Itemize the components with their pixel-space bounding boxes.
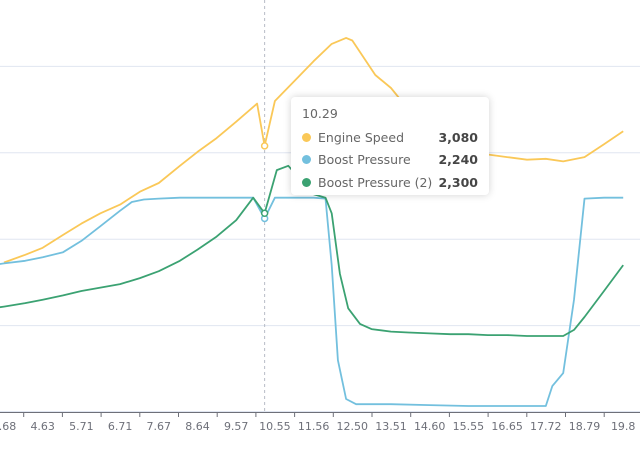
tooltip-series-name: Boost Pressure (318, 152, 411, 168)
x-tick-label: 17.72 (530, 420, 562, 433)
hover-point (260, 142, 269, 150)
x-tick-label: 18.79 (569, 420, 601, 433)
x-tick-label: 14.60 (414, 420, 446, 433)
tooltip-row-boost-pressure-2: Boost Pressure (2) 2,300 (302, 171, 478, 194)
x-tick-label: 6.71 (108, 420, 133, 433)
tooltip-series-value: 3,080 (438, 129, 478, 145)
tooltip-series-value: 2,300 (438, 174, 478, 190)
x-tick-label: 19.8 (611, 420, 636, 433)
x-tick-label: 5.71 (69, 420, 94, 433)
tooltip-marker-boost-pressure-2 (302, 177, 311, 187)
tooltip-row-boost-pressure: Boost Pressure 2,240 (302, 149, 478, 172)
tooltip-row-engine-speed: Engine Speed 3,080 (302, 126, 478, 149)
hover-point (260, 209, 269, 218)
x-tick-label: 7.67 (147, 420, 172, 433)
x-tick-label: 16.65 (491, 420, 523, 433)
chart-tooltip: 10.29 Engine Speed 3,080 Boost Pressure … (291, 97, 489, 195)
tooltip-series-name: Boost Pressure (2) (318, 174, 433, 190)
x-tick-label: 12.50 (337, 420, 369, 433)
tooltip-title: 10.29 (302, 106, 338, 121)
x-axis (0, 412, 640, 417)
tooltip-series-value: 2,240 (438, 152, 478, 168)
x-tick-label: 15.55 (453, 420, 485, 433)
x-tick-label: 8.64 (185, 420, 210, 433)
series-line-engine-speed (3, 37, 624, 264)
x-tick-label: 3.68 (0, 420, 16, 433)
series-line-boost-pressure-2 (0, 164, 624, 337)
x-tick-label: 13.51 (375, 420, 407, 433)
x-tick-label: 10.55 (259, 420, 291, 433)
tooltip-marker-engine-speed (302, 132, 311, 142)
tooltip-series-name: Engine Speed (318, 129, 404, 145)
x-tick-label: 9.57 (224, 420, 249, 433)
series-group (0, 37, 624, 407)
series-line-boost-pressure (0, 196, 624, 407)
x-tick-label: 4.63 (30, 420, 55, 433)
tooltip-marker-boost-pressure (302, 155, 311, 165)
x-tick-labels: 3.68 4.63 5.71 6.71 7.67 8.64 9.57 10.55 11.56 12… (0, 420, 635, 433)
x-tick-label: 11.56 (298, 420, 330, 433)
